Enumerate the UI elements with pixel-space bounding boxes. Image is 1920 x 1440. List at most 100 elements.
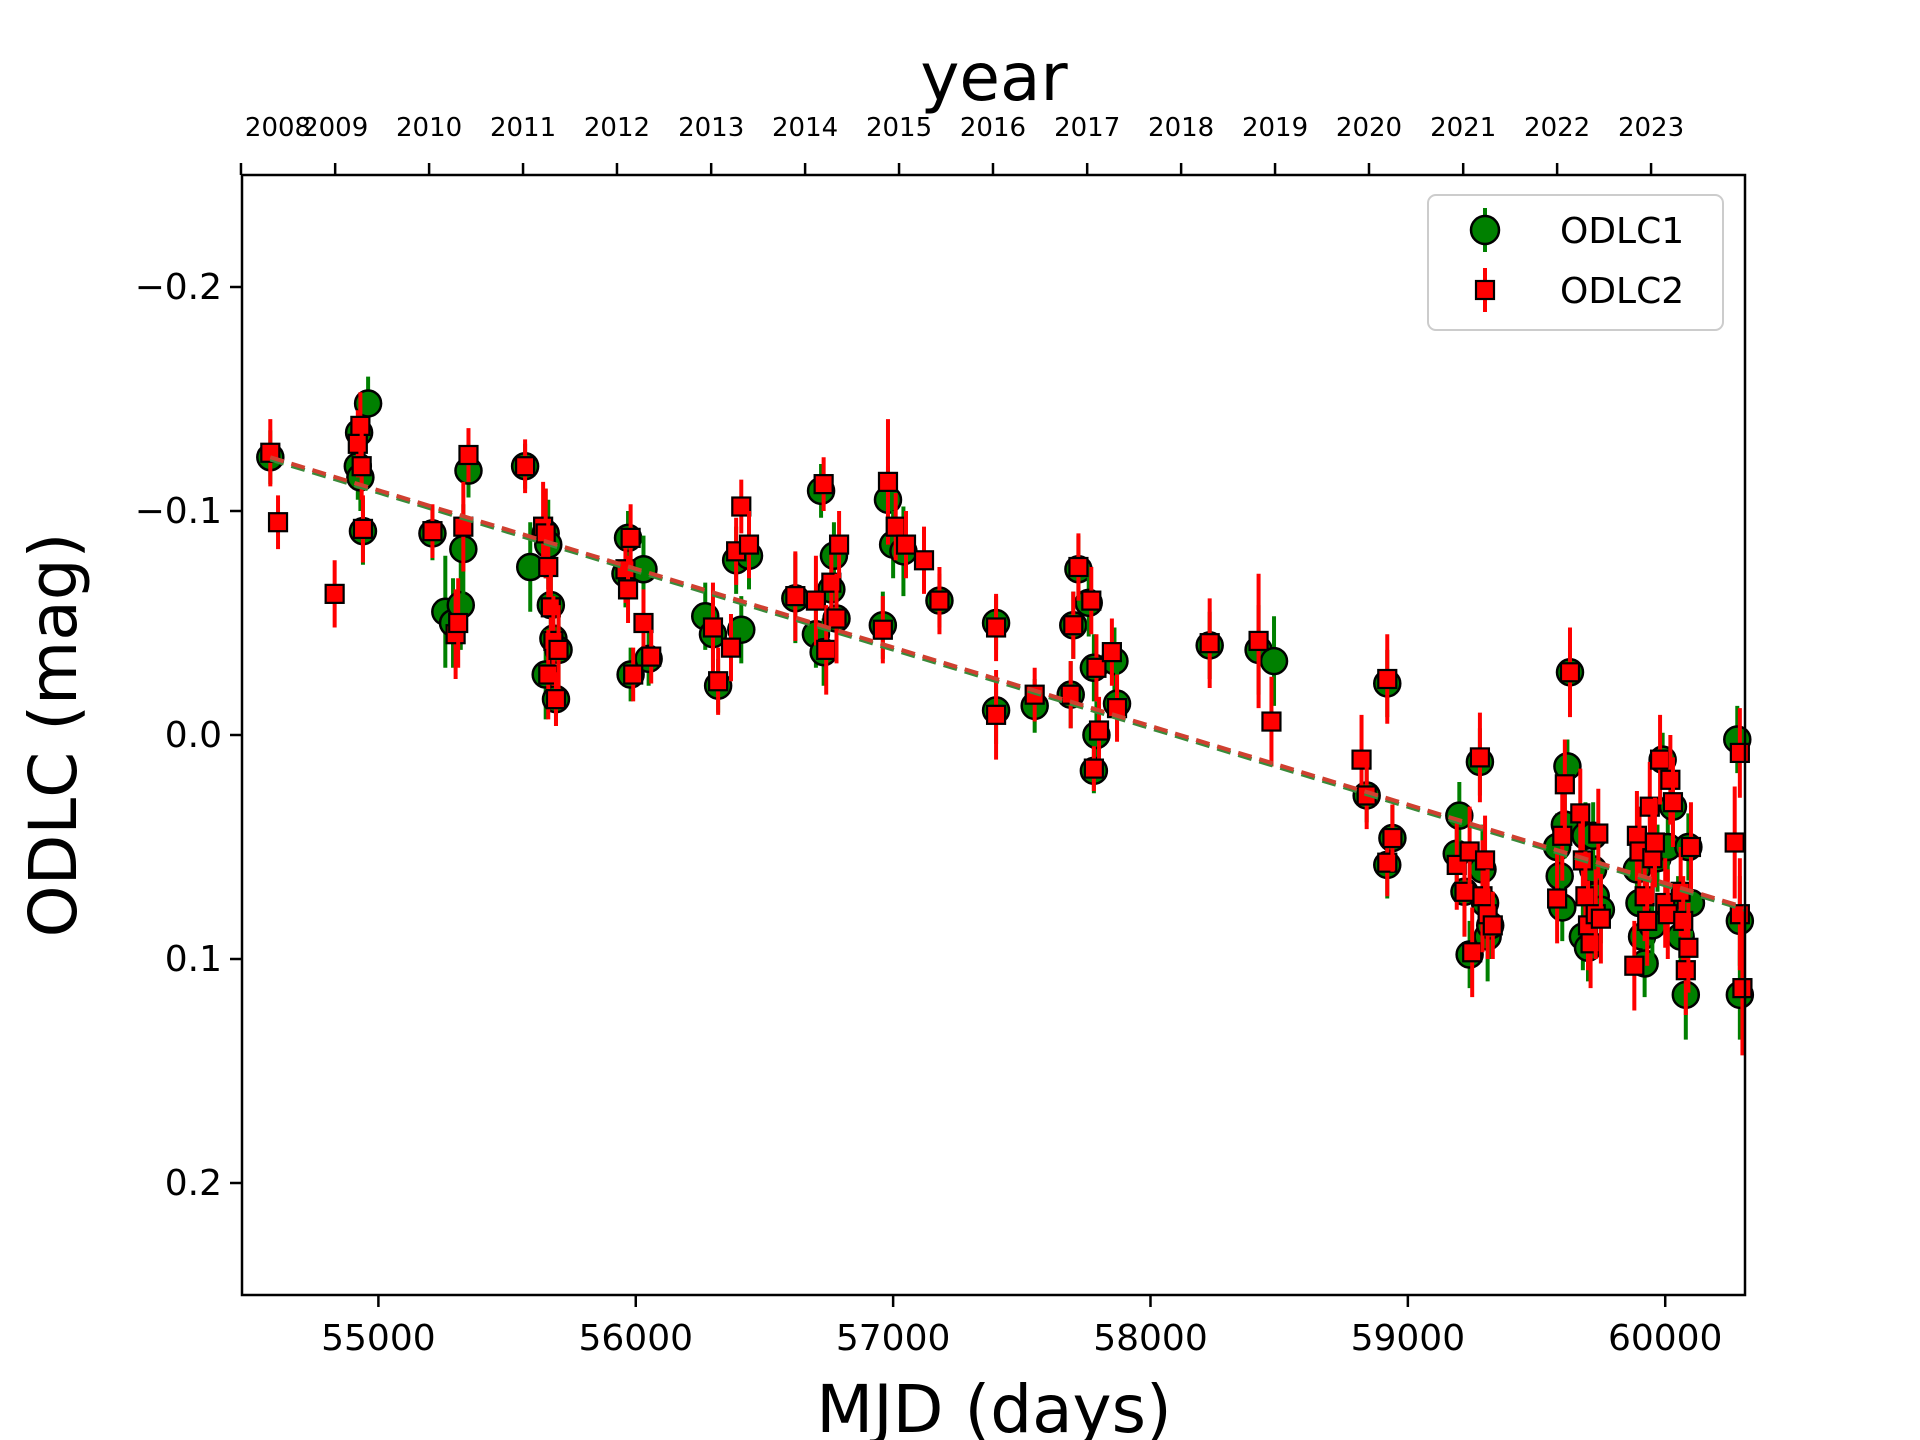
legend-label-ODLC1: ODLC1	[1560, 211, 1684, 252]
data-point	[1590, 908, 1611, 929]
data-point	[731, 496, 752, 517]
data-point	[548, 639, 569, 660]
year-tick-label: 2013	[678, 113, 744, 143]
data-point	[514, 456, 536, 477]
data-point	[1547, 888, 1568, 909]
data-point	[1644, 832, 1666, 853]
year-tick-label: 2016	[960, 113, 1026, 143]
plot-marks	[256, 376, 1755, 1056]
y-axis-label: ODLC (mag)	[15, 533, 92, 938]
data-point	[913, 550, 935, 571]
data-point	[1068, 556, 1089, 578]
year-tick-label: 2010	[396, 113, 462, 143]
data-point	[1462, 942, 1483, 963]
year-tick-label: 2009	[302, 113, 368, 143]
year-tick-label: 2020	[1336, 113, 1402, 143]
fit-line-ODLC1	[269, 457, 1746, 912]
data-point	[623, 664, 644, 685]
data-point	[620, 527, 641, 548]
series-ODLC2	[260, 392, 1753, 1056]
data-point	[929, 590, 950, 611]
data-point	[1081, 590, 1102, 611]
data-point	[545, 689, 567, 710]
x-tick-label: 58000	[1093, 1318, 1208, 1359]
year-tick-label: 2008	[245, 113, 311, 143]
data-point	[1259, 646, 1289, 676]
data-point	[422, 521, 443, 542]
data-point	[1675, 960, 1696, 981]
data-point	[1732, 978, 1753, 999]
data-point	[1624, 955, 1645, 976]
year-tick-label: 2021	[1430, 113, 1496, 143]
data-point	[347, 433, 368, 454]
x-tick-label: 55000	[321, 1318, 436, 1359]
data-point	[702, 617, 724, 638]
data-point	[1678, 937, 1699, 958]
x-tick-label: 57000	[836, 1318, 951, 1359]
data-point	[805, 590, 827, 611]
data-point	[448, 612, 469, 634]
data-point	[877, 471, 899, 492]
year-tick-label: 2011	[490, 113, 556, 143]
x-axis-label: MJD (days)	[816, 1371, 1172, 1440]
legend-marker-ODLC2	[1474, 279, 1496, 301]
data-point	[720, 637, 742, 658]
fit-line-ODLC2	[269, 455, 1746, 910]
top-axis-label: year	[920, 39, 1068, 116]
data-point	[1248, 630, 1269, 652]
data-point	[1649, 749, 1671, 770]
data-point	[1474, 850, 1496, 871]
data-point	[1377, 668, 1398, 690]
data-point	[727, 615, 756, 644]
data-point	[885, 516, 906, 537]
left-y-axis: −0.2 −0.1 0.0 0.1 0.2	[135, 267, 242, 1204]
data-point	[708, 671, 729, 692]
data-point	[738, 534, 760, 555]
data-point	[1382, 827, 1403, 849]
data-point	[350, 415, 371, 436]
data-point	[1088, 720, 1110, 741]
y-tick-label: 0.0	[165, 715, 222, 756]
data-point	[351, 456, 372, 477]
data-point	[617, 579, 639, 600]
data-point	[1570, 803, 1591, 824]
data-point	[1101, 642, 1122, 663]
fit-lines	[269, 455, 1746, 912]
data-point	[1199, 633, 1220, 654]
data-point	[1588, 823, 1609, 844]
data-point	[813, 474, 834, 495]
data-point	[633, 612, 654, 634]
data-point	[1662, 792, 1684, 813]
year-tick-label: 2019	[1242, 113, 1308, 143]
data-point	[1559, 662, 1581, 683]
data-point	[1554, 774, 1575, 795]
data-point	[1083, 758, 1104, 779]
data-point	[895, 534, 917, 555]
data-point	[826, 608, 847, 629]
bottom-x-axis: 55000 56000 57000 58000 59000 60000	[321, 1295, 1722, 1359]
data-point	[1660, 769, 1681, 790]
data-point	[985, 704, 1007, 725]
y-tick-label: 0.2	[165, 1163, 222, 1204]
data-point	[1469, 747, 1491, 768]
y-tick-label: 0.1	[165, 939, 222, 980]
legend-frame	[1427, 194, 1724, 331]
data-point	[1063, 615, 1084, 636]
data-point	[324, 583, 345, 604]
data-point	[1680, 836, 1702, 858]
data-point	[1637, 910, 1658, 932]
year-tick-label: 2014	[772, 113, 838, 143]
legend-label-ODLC2: ODLC2	[1560, 271, 1684, 312]
data-point	[538, 556, 559, 578]
data-point	[1086, 657, 1107, 678]
data-point	[267, 512, 289, 533]
legend: ODLC1 ODLC2	[1427, 194, 1724, 331]
x-tick-label: 59000	[1351, 1318, 1466, 1359]
year-tick-label: 2023	[1618, 113, 1684, 143]
year-tick-label: 2022	[1524, 113, 1590, 143]
data-point	[1261, 711, 1282, 732]
data-point	[985, 617, 1007, 638]
data-point	[352, 518, 374, 540]
data-point	[1724, 832, 1745, 853]
